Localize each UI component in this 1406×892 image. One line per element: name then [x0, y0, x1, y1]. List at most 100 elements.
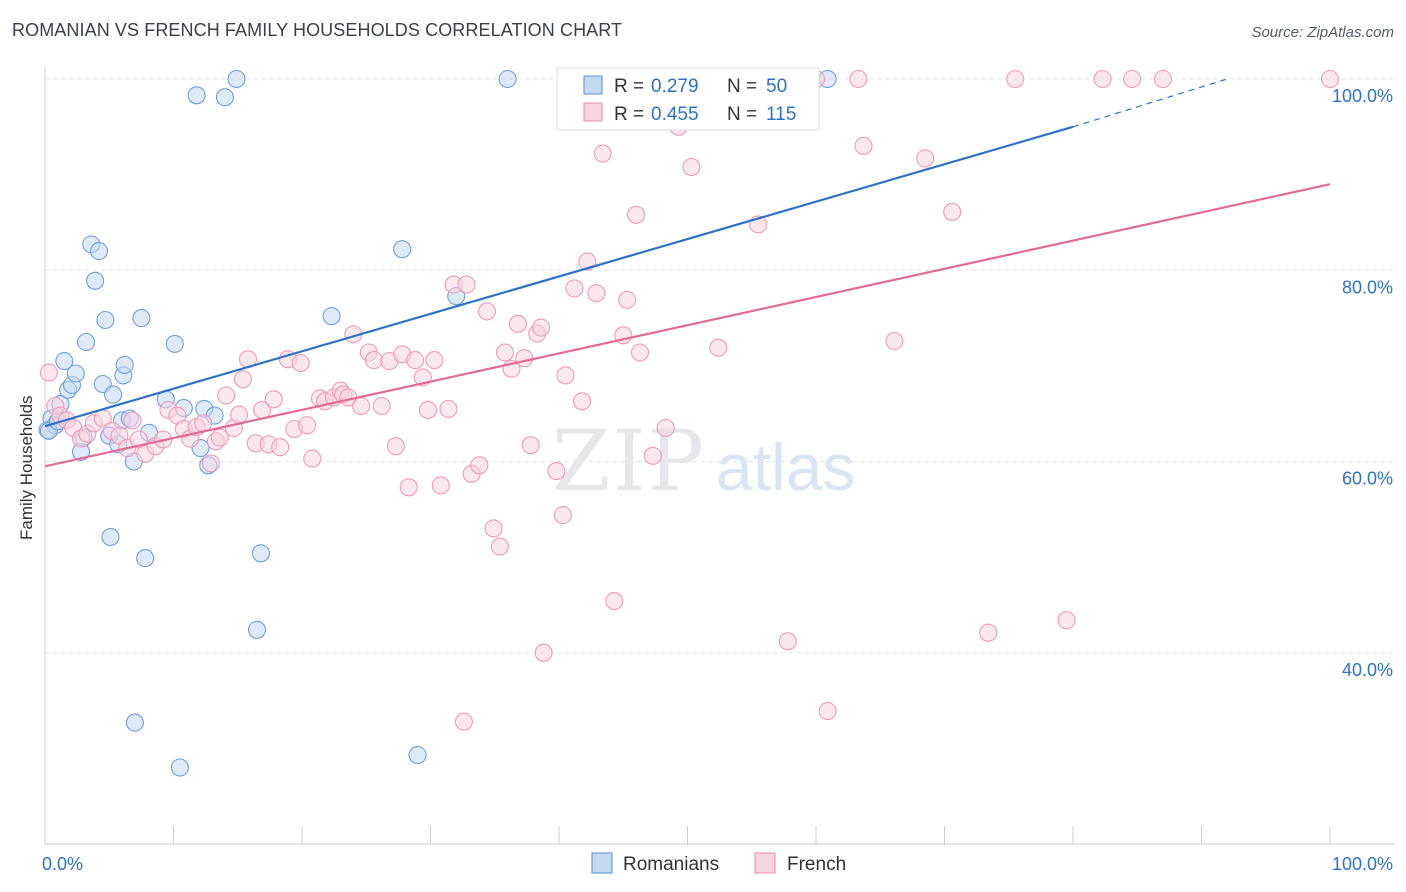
- french-point: [271, 438, 290, 457]
- watermark: ZIP atlas: [552, 412, 855, 510]
- french-point: [778, 632, 797, 651]
- french-point: [217, 386, 236, 405]
- watermark-atlas: atlas: [716, 430, 855, 504]
- french-point: [593, 144, 612, 163]
- french-point: [425, 351, 444, 370]
- french-point: [630, 343, 650, 362]
- romanians-point: [408, 746, 427, 765]
- french-point: [818, 702, 837, 721]
- romanians-point: [86, 271, 105, 290]
- french-point: [1006, 69, 1025, 89]
- french-point: [531, 318, 551, 337]
- romanians-point: [215, 88, 234, 107]
- french-point: [521, 436, 540, 455]
- french-point: [201, 454, 220, 473]
- y-tick-label: 100.0%: [1332, 86, 1393, 106]
- romanians-r-value: 0.279: [651, 76, 699, 97]
- french-point: [643, 446, 662, 465]
- french-point: [565, 279, 584, 298]
- romanians-point: [55, 352, 74, 371]
- french-point: [477, 302, 497, 321]
- french-point: [709, 338, 728, 357]
- chart-title: ROMANIAN VS FRENCH FAMILY HOUSEHOLDS COR…: [12, 20, 623, 40]
- x-tick-label: 100.0%: [1332, 854, 1393, 874]
- y-tick-label: 60.0%: [1342, 469, 1393, 489]
- french-point: [439, 399, 458, 418]
- french-point: [1057, 611, 1076, 630]
- romanians-trend-line: [44, 125, 1074, 428]
- romanians-points: [38, 69, 837, 777]
- french-n-label: N =: [727, 104, 757, 125]
- french-point: [372, 396, 391, 416]
- romanians-point: [165, 334, 184, 353]
- french-swatch: [583, 102, 603, 122]
- french-point: [457, 275, 476, 294]
- french-point: [39, 363, 58, 382]
- stats-legend: R = 0.279 N = 50 R = 0.455 N = 115: [556, 67, 820, 131]
- french-point: [854, 136, 873, 155]
- french-point: [399, 478, 418, 497]
- french-r-value: 0.455: [651, 104, 699, 125]
- french-point: [547, 462, 566, 481]
- romanians-trend-extension: [1072, 78, 1228, 128]
- romanians-point: [132, 309, 151, 328]
- romanians-point: [170, 758, 189, 777]
- french-point: [1123, 69, 1142, 89]
- french-point: [656, 418, 675, 438]
- legend-french-swatch: [754, 852, 776, 874]
- french-point: [508, 314, 527, 333]
- romanians-point: [498, 69, 517, 89]
- romanians-n-label: N =: [727, 76, 757, 97]
- french-point: [943, 202, 962, 221]
- legend-romanians-swatch: [591, 852, 613, 874]
- french-point: [573, 392, 592, 411]
- french-point: [490, 537, 509, 556]
- legend-romanians-label: Romanians: [623, 854, 719, 875]
- french-point: [303, 449, 322, 468]
- trend-lines: [44, 78, 1331, 468]
- french-point: [618, 290, 637, 309]
- axes: [44, 68, 1395, 845]
- french-point: [587, 284, 606, 303]
- french-point: [916, 149, 935, 168]
- french-point: [418, 400, 437, 419]
- romanians-point: [322, 307, 341, 326]
- romanians-point: [66, 364, 85, 383]
- french-point: [298, 416, 317, 435]
- romanians-point: [96, 310, 115, 330]
- romanians-point: [187, 86, 206, 105]
- romanians-point: [251, 544, 270, 563]
- romanians-point: [104, 385, 123, 404]
- french-point: [264, 390, 283, 409]
- romanians-n-value: 50: [766, 76, 787, 97]
- french-point: [484, 519, 503, 538]
- french-point: [431, 476, 450, 495]
- y-tick-label: 40.0%: [1342, 660, 1393, 680]
- french-point: [470, 456, 489, 475]
- romanians-point: [115, 355, 134, 374]
- french-point: [515, 349, 534, 368]
- french-point: [682, 157, 701, 177]
- french-point: [605, 592, 624, 611]
- french-points: [39, 69, 1340, 731]
- romanians-r-label: R =: [614, 76, 644, 97]
- french-point: [1320, 69, 1340, 89]
- romanians-point: [136, 549, 155, 568]
- french-point: [849, 69, 868, 89]
- french-point: [553, 506, 572, 525]
- french-trend-line: [44, 183, 1331, 468]
- french-point: [364, 351, 384, 370]
- french-point: [229, 405, 249, 424]
- romanians-swatch: [583, 75, 603, 95]
- french-point: [885, 331, 904, 351]
- french-point: [1093, 69, 1112, 89]
- chart-source: Source: ZipAtlas.com: [1251, 24, 1394, 41]
- french-point: [979, 623, 998, 642]
- french-point: [534, 643, 553, 662]
- legend-french-label: French: [787, 854, 846, 875]
- y-tick-label: 80.0%: [1342, 277, 1393, 297]
- romanians-point: [89, 242, 109, 261]
- french-point: [454, 712, 473, 731]
- french-n-value: 115: [766, 104, 796, 125]
